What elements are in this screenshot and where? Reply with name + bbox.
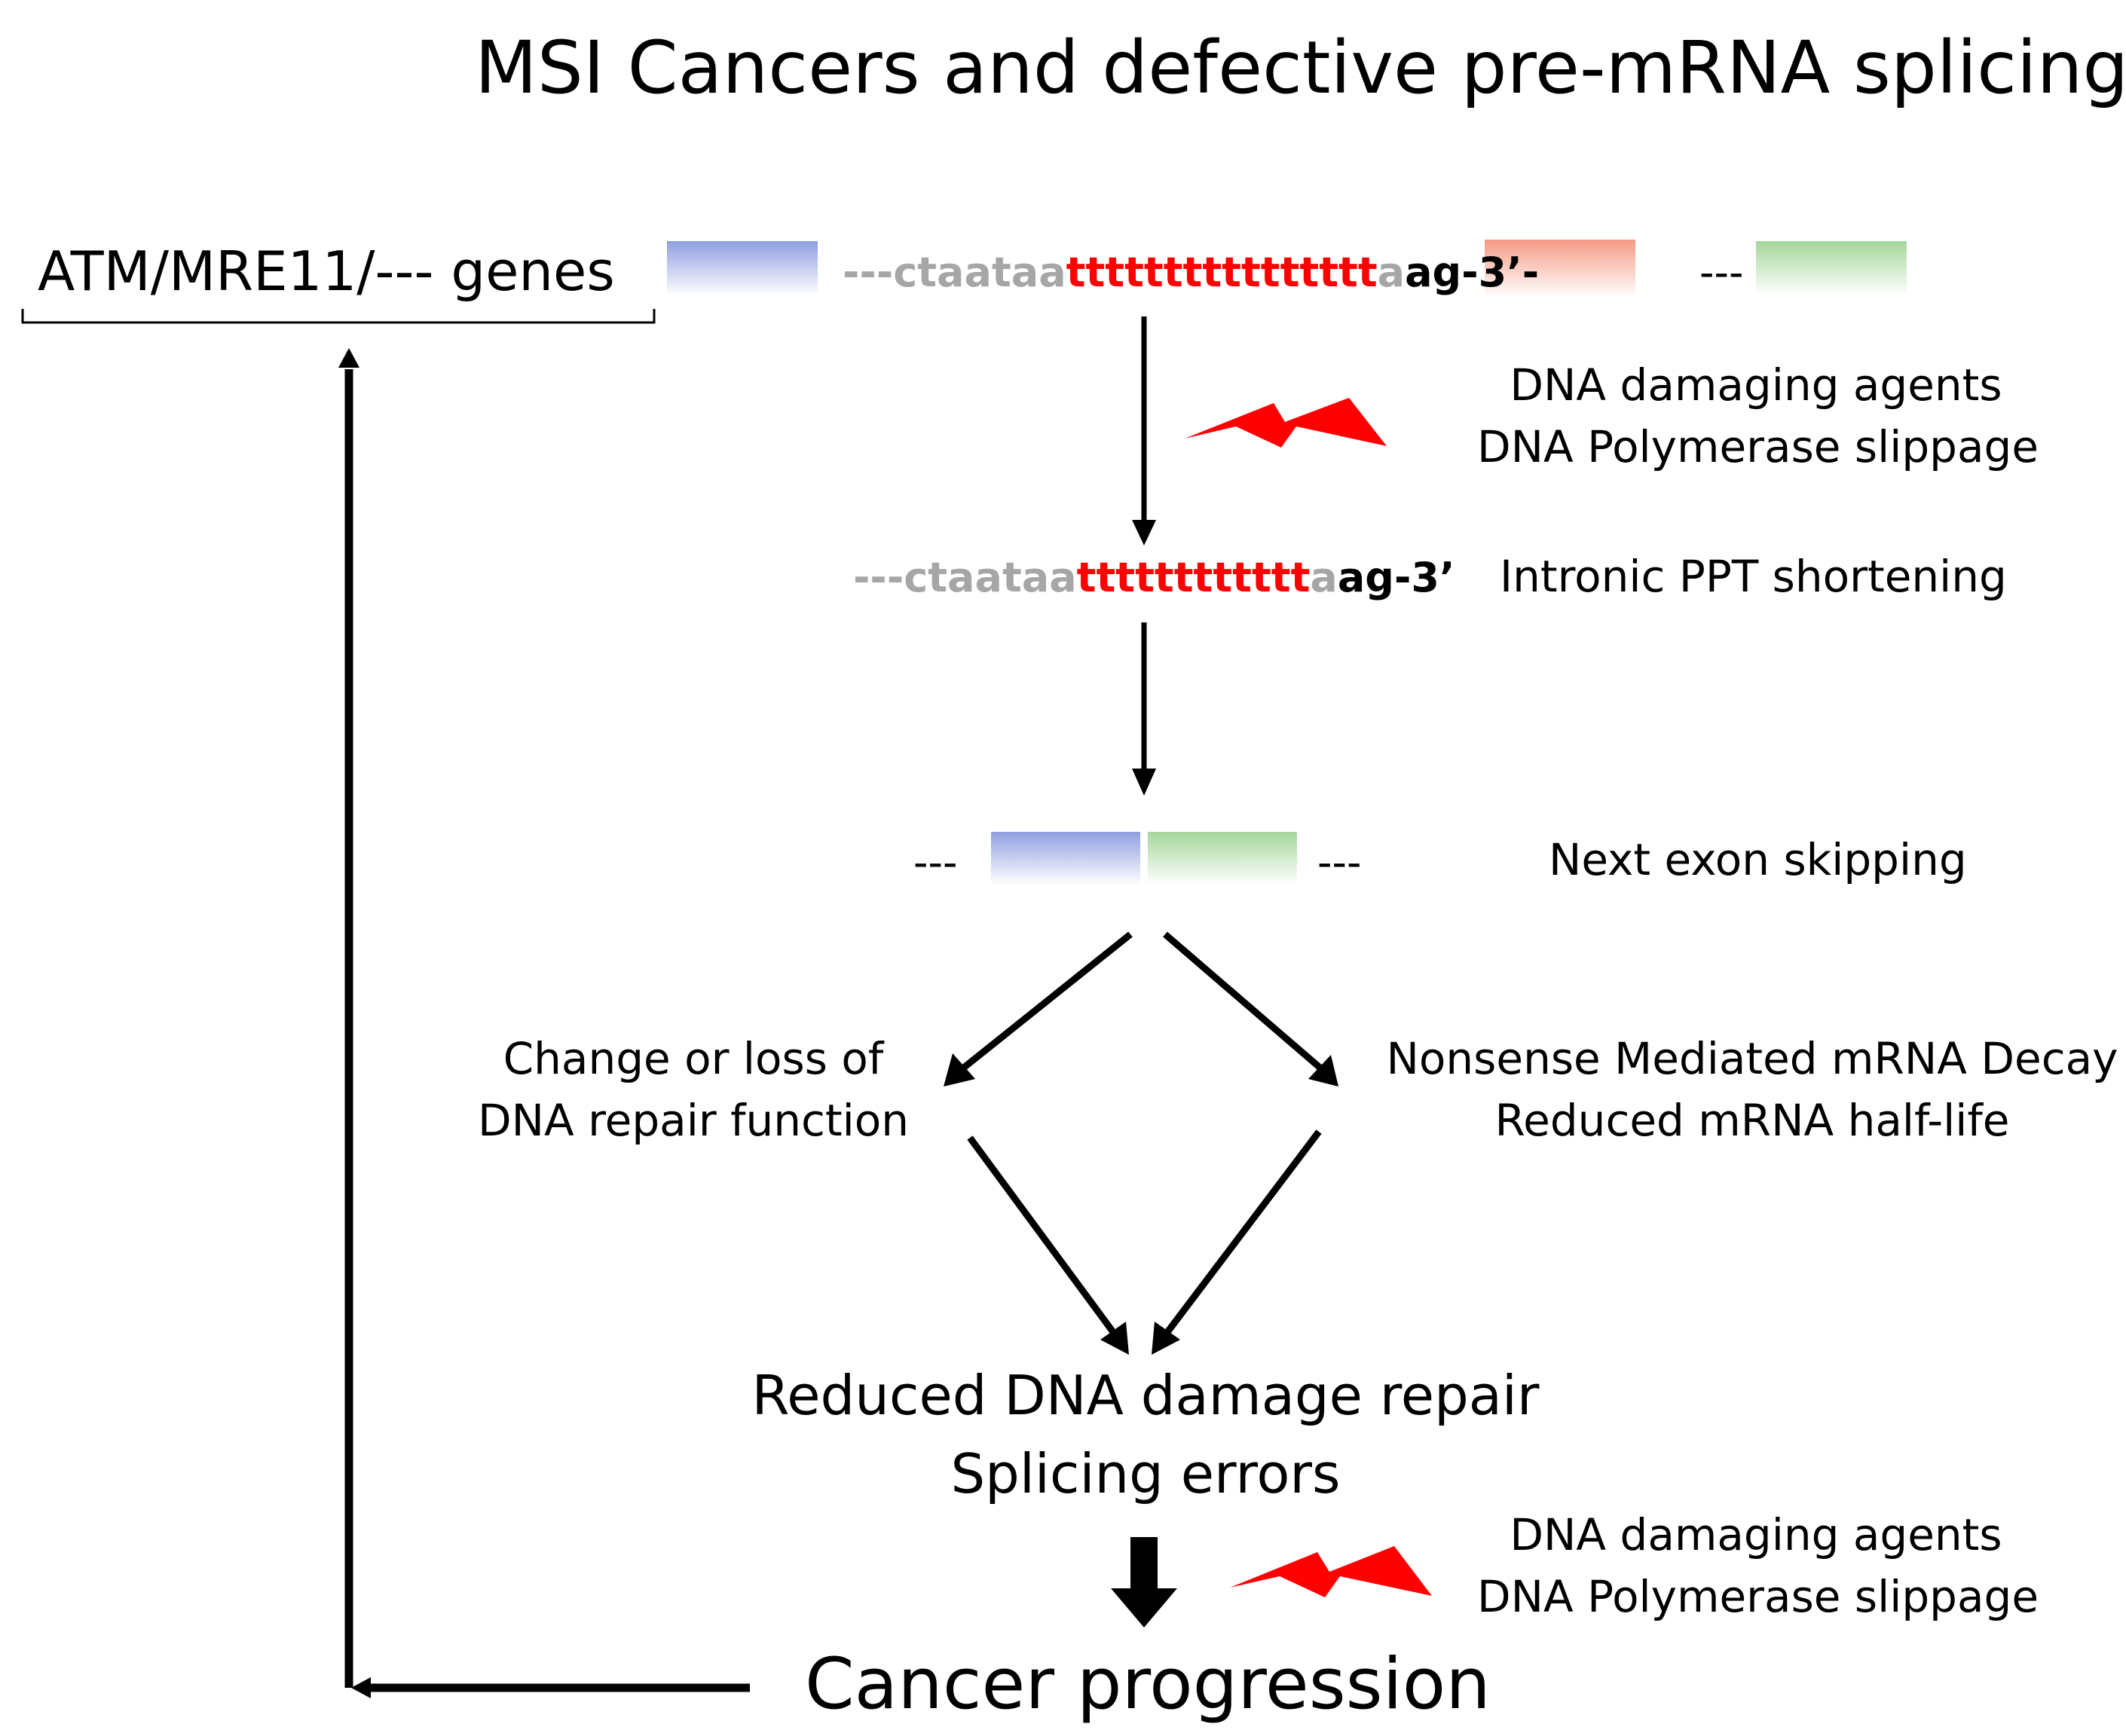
exon-blue-spliced	[991, 832, 1140, 885]
seq-a-short: a	[1310, 554, 1338, 601]
seq-prefix: ---ctaataa	[843, 249, 1066, 296]
arrow-down-2-head	[1132, 769, 1156, 796]
right-branch-label: Nonsense Mediated mRNA Decay Reduced mRN…	[1383, 1028, 2121, 1151]
ppt-shortening-label: Intronic PPT shortening	[1500, 551, 2007, 602]
exon-green-spliced	[1148, 832, 1297, 885]
intron-sequence-full: ---ctaataattttttttttttttttaag-3’-	[843, 246, 1539, 299]
diagram-title: MSI Cancers and defective pre-mRNA splic…	[475, 26, 2126, 110]
arrow-diag-right-shaft	[1163, 931, 1325, 1073]
poly-t-tract-short: tttttttttttt	[1076, 554, 1311, 601]
poly-t-tract: tttttttttttttttt	[1066, 249, 1378, 296]
damage-bottom-line-1: DNA damaging agents	[1510, 1509, 2002, 1560]
seq-suffix: ag-3’-	[1405, 249, 1540, 296]
seq-suffix-short: ag-3’	[1337, 554, 1455, 601]
arrow-converge-left-head	[1100, 1322, 1129, 1355]
gene-bracket	[21, 309, 656, 324]
arrow-diag-right-head	[1308, 1055, 1338, 1087]
arrow-diag-left-shaft	[959, 931, 1133, 1073]
genes-label: ATM/MRE11/--- genes	[38, 240, 615, 303]
left-branch-label: Change or loss of DNA repair function	[467, 1028, 919, 1151]
left-branch-line-1: Change or loss of	[503, 1033, 884, 1084]
arrow-converge-left-shaft	[967, 1135, 1118, 1337]
left-branch-line-2: DNA repair function	[477, 1095, 910, 1146]
exon-skipping-label: Next exon skipping	[1549, 834, 1967, 885]
damage-text-bottom: DNA damaging agents DNA Polymerase slipp…	[1477, 1504, 2039, 1628]
dashes-left: ---	[913, 839, 958, 886]
outcome-line-1: Reduced DNA damage repair	[751, 1364, 1540, 1427]
arrow-diag-left-head	[944, 1053, 975, 1087]
arrow-converge-right-shaft	[1162, 1129, 1322, 1337]
exon-green-downstream	[1756, 241, 1907, 295]
seq-a: a	[1377, 249, 1406, 296]
damage-line-2: DNA Polymerase slippage	[1477, 421, 2039, 472]
lightning-bolt-bottom	[1230, 1546, 1432, 1597]
arrow-down-1-head	[1132, 520, 1156, 546]
feedback-horizontal-head	[351, 1677, 371, 1698]
damage-text-top: DNA damaging agents DNA Polymerase slipp…	[1477, 354, 2039, 478]
arrow-converge-right-head	[1152, 1322, 1180, 1355]
outcome-line-2: Splicing errors	[950, 1442, 1341, 1505]
outcome-label: Reduced DNA damage repair Splicing error…	[739, 1356, 1552, 1513]
intron-sequence-short: ---ctaataattttttttttttaag-3’	[853, 552, 1455, 604]
damage-bottom-line-2: DNA Polymerase slippage	[1477, 1571, 2039, 1622]
damage-line-1: DNA damaging agents	[1510, 359, 2002, 411]
feedback-vertical-head	[338, 348, 359, 368]
exon-blue-upstream	[667, 241, 818, 295]
right-branch-line-2: Reduced mRNA half-life	[1494, 1095, 2010, 1146]
seq-prefix-short: ---ctaataa	[853, 554, 1077, 601]
cancer-progression-label: Cancer progression	[805, 1643, 1491, 1725]
dashes-right: ---	[1317, 839, 1362, 886]
dashes-row1: ---	[1699, 249, 1744, 296]
thick-arrow-down	[1111, 1537, 1177, 1628]
right-branch-line-1: Nonsense Mediated mRNA Decay	[1386, 1033, 2118, 1084]
exon-salmon-skipped	[1485, 240, 1635, 297]
lightning-bolt-top	[1185, 398, 1387, 448]
